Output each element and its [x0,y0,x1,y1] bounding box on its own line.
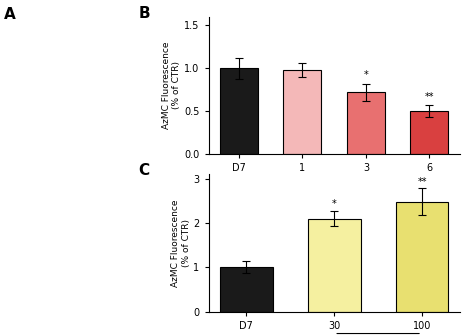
Bar [220,68,258,154]
Text: B: B [138,6,150,21]
Y-axis label: AzMC Fluorescence
(% of CTR): AzMC Fluorescence (% of CTR) [162,42,182,129]
Text: A: A [4,7,16,22]
Text: GYY4137 (mM): GYY4137 (mM) [330,190,402,200]
Text: C: C [138,163,149,178]
Text: *: * [364,70,368,80]
Bar [220,267,273,312]
Text: **: ** [417,177,427,187]
Bar [283,70,321,154]
Bar [347,92,385,154]
Y-axis label: AzMC Fluorescence
(% of CTR): AzMC Fluorescence (% of CTR) [171,199,191,287]
Bar [396,202,448,312]
Text: *: * [332,199,337,209]
Bar [308,218,361,312]
Bar [410,111,448,154]
Text: **: ** [425,92,434,102]
